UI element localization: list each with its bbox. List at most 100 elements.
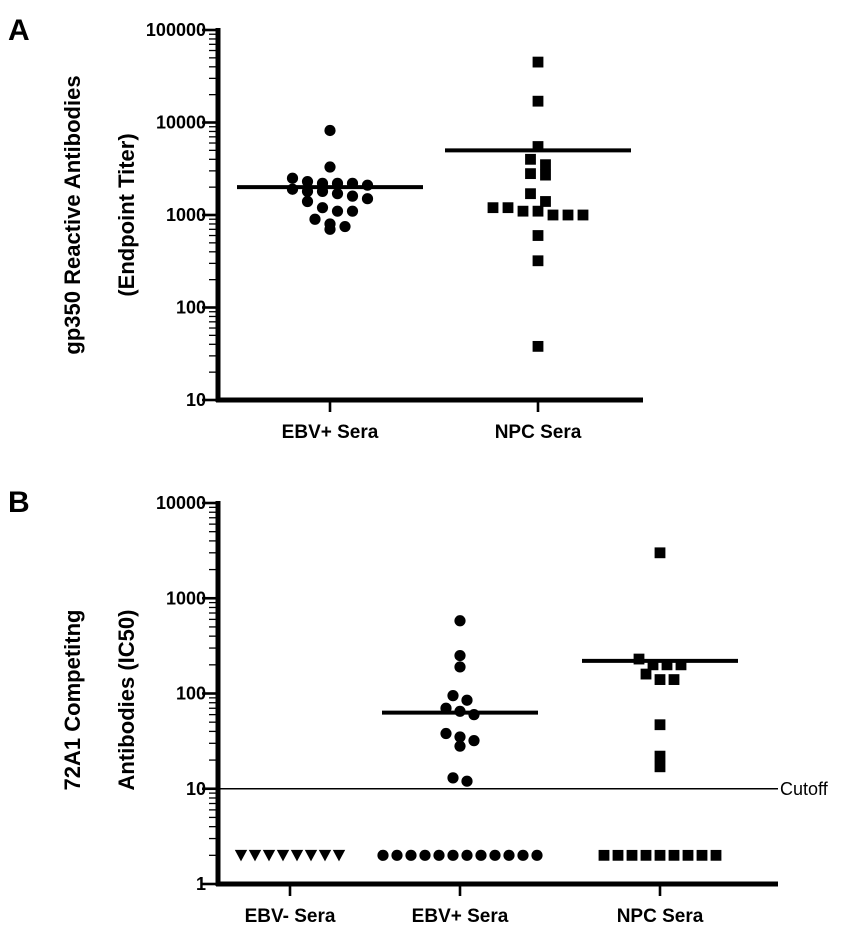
- panel-a-point-circle: [361, 193, 374, 205]
- panel-a-point-square: [517, 205, 529, 217]
- panel-b-y-tick-label: 100: [176, 684, 206, 704]
- panel-b-point-square: [612, 849, 624, 861]
- panel-b-point-circle: [419, 849, 431, 861]
- panel-a-point-square: [562, 209, 574, 221]
- panel-b-y-tick-label: 1000: [166, 588, 206, 608]
- panel-b-point-triangle: [318, 849, 332, 862]
- panel-a-point-square: [525, 168, 536, 180]
- panel-a-letter: A: [8, 14, 30, 47]
- panel-b-point-square: [640, 849, 652, 861]
- panel-a-y-tick-label: 1000: [166, 205, 206, 225]
- panel-a-x-tick-label: NPC Sera: [495, 422, 582, 443]
- panel-b-ylabel-line1: 72A1 Competitng: [60, 610, 85, 791]
- panel-a-point-square: [532, 255, 544, 267]
- panel-b-point-square: [696, 849, 708, 861]
- panel-b-point-triangle: [304, 849, 318, 862]
- panel-b-y-tick-label: 1: [196, 874, 206, 894]
- panel-b-point-square: [654, 719, 666, 731]
- panel-b-point-square: [647, 659, 659, 671]
- panel-b-x-tick-label: EBV+ Sera: [412, 906, 509, 927]
- panel-b-point-circle: [447, 772, 459, 784]
- panel-b-point-square: [598, 849, 610, 861]
- panel-a-point-circle: [331, 188, 344, 200]
- panel-b-point-circle: [405, 849, 417, 861]
- panel-b-point-square: [668, 849, 680, 861]
- panel-b-cutoff-label: Cutoff: [780, 779, 829, 799]
- panel-a-point-circle: [301, 175, 314, 188]
- panel-b-point-triangle: [276, 849, 290, 862]
- panel-b-point-circle: [454, 740, 466, 752]
- panel-b-ylabel-line2: Antibodies (IC50): [114, 610, 139, 791]
- panel-a-point-square: [540, 196, 551, 207]
- panel-b-point-triangle: [248, 849, 262, 862]
- panel-a-y-tick-label: 100000: [146, 20, 206, 40]
- panel-a-point-circle: [316, 202, 329, 214]
- panel-b-point-square: [661, 659, 673, 671]
- panel-b-point-circle: [377, 849, 389, 861]
- panel-b-point-circle: [461, 775, 473, 787]
- panel-b-plot: 1 10 100 1000 10000 EBV- Sera EBV+ Sera NPC Ser…: [156, 493, 829, 927]
- panel-a-point-circle: [301, 195, 314, 208]
- panel-a-point-circle: [339, 220, 351, 233]
- panel-a-point-circle: [346, 205, 359, 217]
- panel-b-point-circle: [503, 849, 515, 861]
- panel-b-point-square: [682, 849, 694, 861]
- panel-b-point-circle: [454, 649, 466, 662]
- panel-b-point-circle: [433, 849, 445, 861]
- panel-a-point-circle: [324, 124, 336, 137]
- panel-a-plot: 10 100 1000 10000 100000 EBV+ Sera NPC Sera: [146, 20, 643, 443]
- panel-a-point-square: [577, 209, 589, 221]
- panel-a-point-circle: [324, 161, 336, 173]
- panel-b-point-square: [640, 668, 652, 680]
- panel-b-y-tick-label: 10: [186, 779, 206, 799]
- panel-b-point-square: [675, 659, 687, 671]
- panel-a-x-tick-label: EBV+ Sera: [282, 422, 379, 443]
- panel-b-y-tick-label: 10000: [156, 493, 206, 513]
- panel-a-point-square: [547, 209, 559, 221]
- panel-b-point-square: [654, 674, 666, 685]
- panel-b-point-square: [654, 849, 666, 861]
- panel-b-point-square: [710, 849, 722, 861]
- panel-b-point-circle: [461, 694, 473, 706]
- panel-a-point-square: [532, 56, 544, 68]
- panel-b-point-circle: [391, 849, 403, 861]
- panel-a-point-square: [532, 95, 544, 107]
- panel-b-point-circle: [447, 849, 459, 861]
- panel-b-point-circle: [447, 690, 459, 702]
- panel-b-point-square: [668, 674, 680, 685]
- panel-b-point-circle: [468, 735, 480, 747]
- panel-a-y-tick-label: 10000: [156, 113, 206, 133]
- panel-a-point-square: [487, 202, 499, 214]
- panel-b-x-tick-label: EBV- Sera: [245, 906, 336, 927]
- panel-a-ylabel-line1: gp350 Reactive Antibodies: [60, 75, 85, 354]
- panel-b-point-circle: [461, 849, 473, 861]
- panel-a-point-square: [532, 141, 544, 152]
- panel-b-point-square: [626, 849, 638, 861]
- panel-b-letter: B: [8, 486, 30, 519]
- panel-a-point-square: [532, 230, 544, 241]
- panel-b-point-triangle: [262, 849, 276, 862]
- panel-b-point-circle: [440, 727, 452, 740]
- panel-a-point-circle: [346, 190, 359, 202]
- panel-a-point-square: [540, 159, 551, 171]
- panel-a-point-circle: [331, 205, 344, 217]
- panel-b-point-circle: [517, 849, 529, 861]
- panel-a-point-square: [502, 202, 514, 214]
- panel-b-point-square: [654, 750, 666, 762]
- panel-b-point-circle: [475, 849, 487, 861]
- panel-a-point-square: [525, 188, 536, 200]
- panel-b-point-circle: [454, 615, 466, 627]
- panel-a-point-square: [525, 153, 536, 165]
- panel-b-point-triangle: [290, 849, 304, 862]
- panel-b-point-triangle: [234, 849, 248, 862]
- panel-a-ylabel-line2: (Endpoint Titer): [114, 133, 139, 296]
- panel-b-point-triangle: [332, 849, 346, 862]
- panel-a-point-square: [532, 205, 544, 217]
- panel-a-y-tick-label: 100: [176, 298, 206, 318]
- panel-b-point-circle: [454, 661, 466, 673]
- panel-b-point-circle: [454, 731, 466, 743]
- panel-a-point-circle: [309, 213, 321, 225]
- panel-b-x-tick-label: NPC Sera: [617, 906, 704, 927]
- panel-a-point-square: [540, 169, 551, 181]
